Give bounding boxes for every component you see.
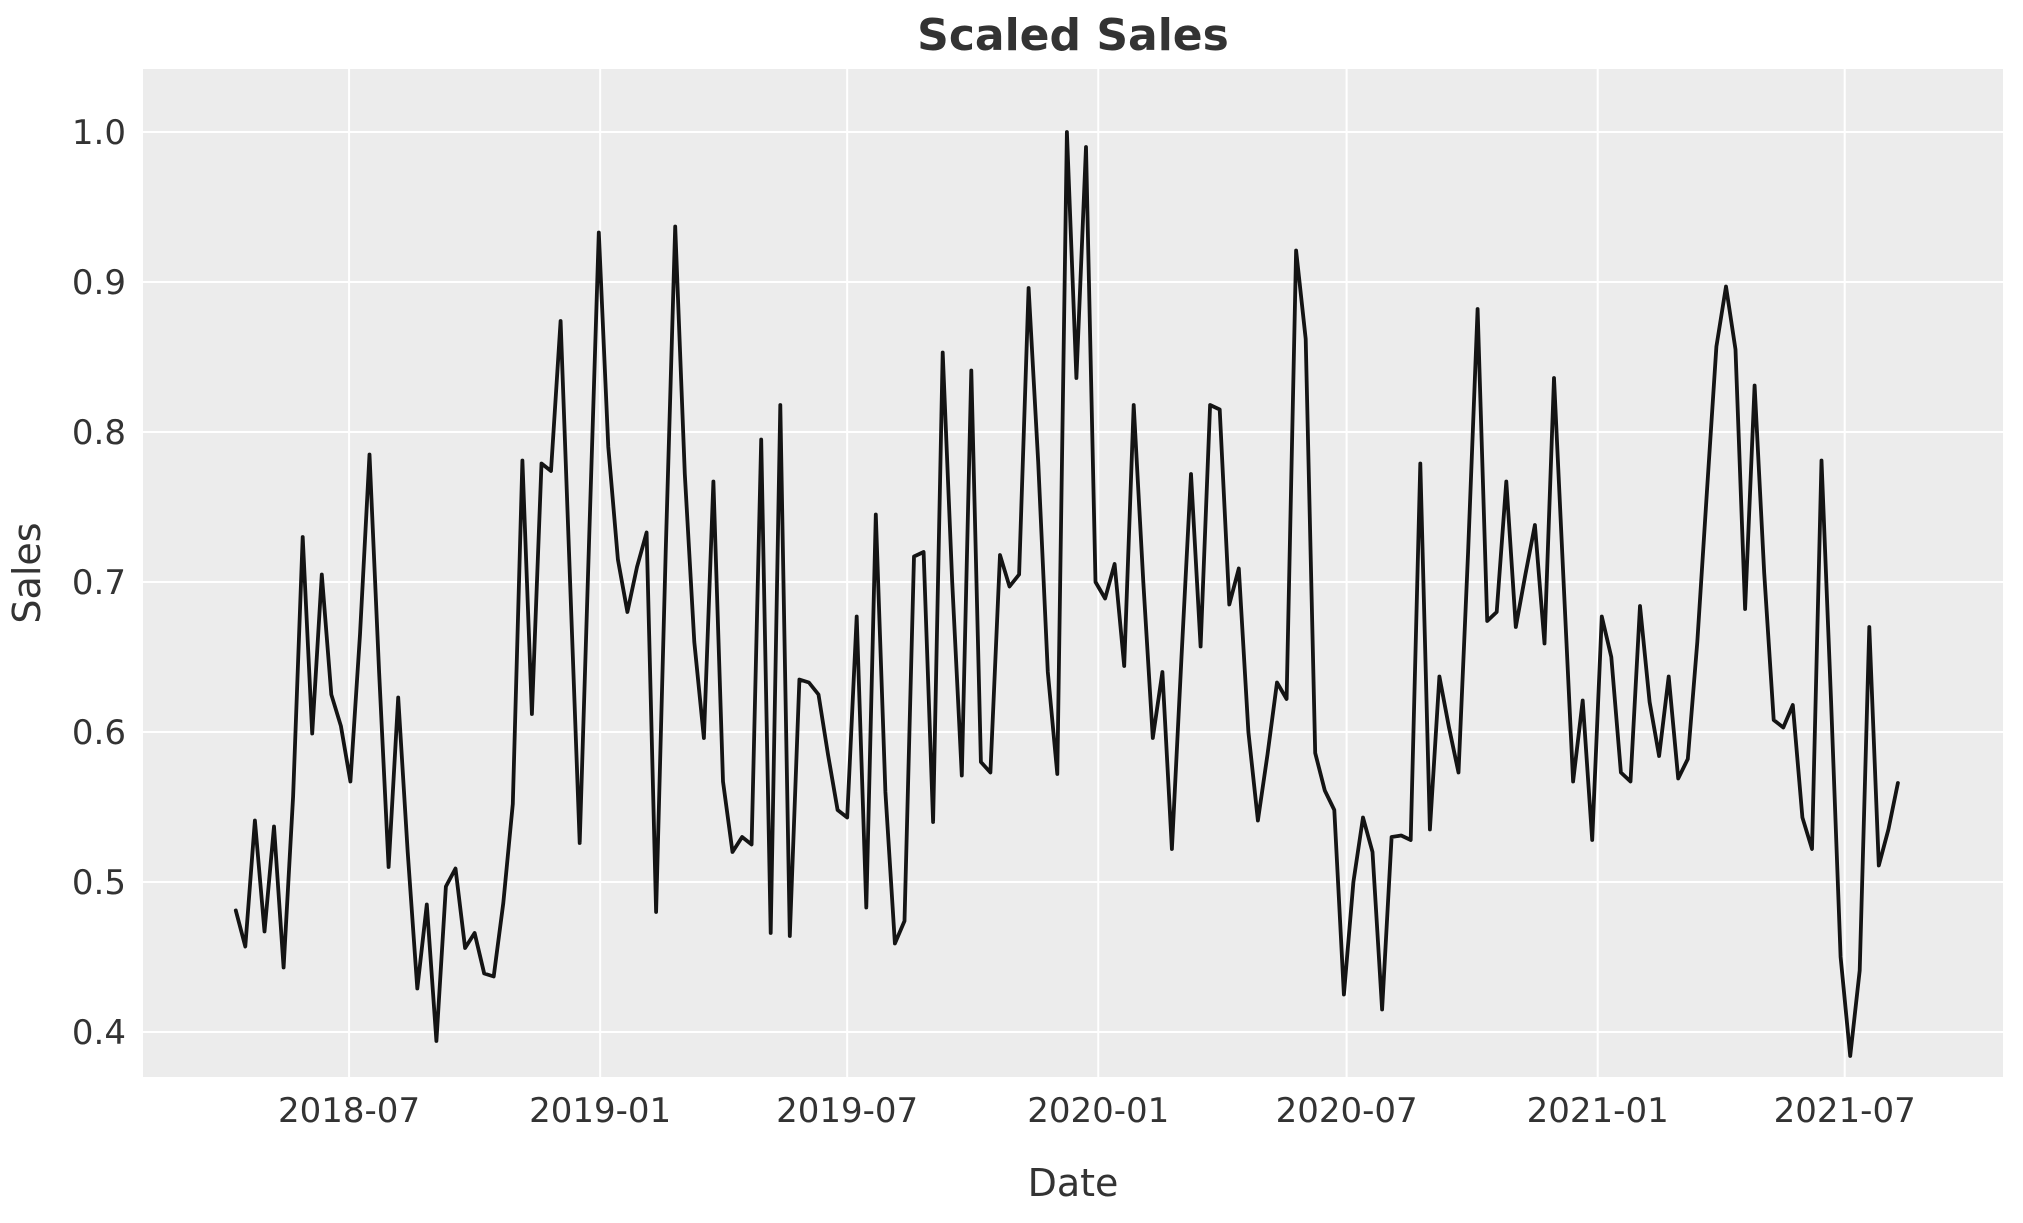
y-tick-label: 0.9 (72, 263, 126, 303)
chart-title: Scaled Sales (917, 10, 1229, 61)
x-axis-label: Date (1028, 1161, 1119, 1205)
y-tick-label: 0.7 (72, 563, 126, 603)
y-tick-label: 1.0 (72, 113, 126, 153)
y-tick-label: 0.6 (72, 713, 126, 753)
x-tick-label: 2019-01 (529, 1091, 671, 1131)
sales-line (233, 130, 1900, 1058)
sales-line-series (233, 130, 1900, 1058)
y-tick-label: 0.8 (72, 413, 126, 453)
y-axis-label: Sales (5, 522, 49, 623)
x-tick-label: 2019-07 (776, 1091, 918, 1131)
y-axis-tick-labels: 0.4 0.5 0.6 0.7 0.8 0.9 1.0 (72, 113, 126, 1053)
y-tick-label: 0.5 (72, 863, 126, 903)
x-tick-label: 2021-01 (1527, 1091, 1669, 1131)
x-axis-tick-labels: 2018-07 2019-01 2019-07 2020-01 2020-07 2021-… (278, 1091, 1916, 1131)
x-tick-label: 2020-01 (1027, 1091, 1169, 1131)
x-tick-label: 2020-07 (1276, 1091, 1418, 1131)
plot-area (143, 69, 2003, 1077)
y-tick-label: 0.4 (72, 1013, 126, 1053)
x-tick-label: 2021-07 (1774, 1091, 1916, 1131)
x-tick-label: 2018-07 (278, 1091, 420, 1131)
